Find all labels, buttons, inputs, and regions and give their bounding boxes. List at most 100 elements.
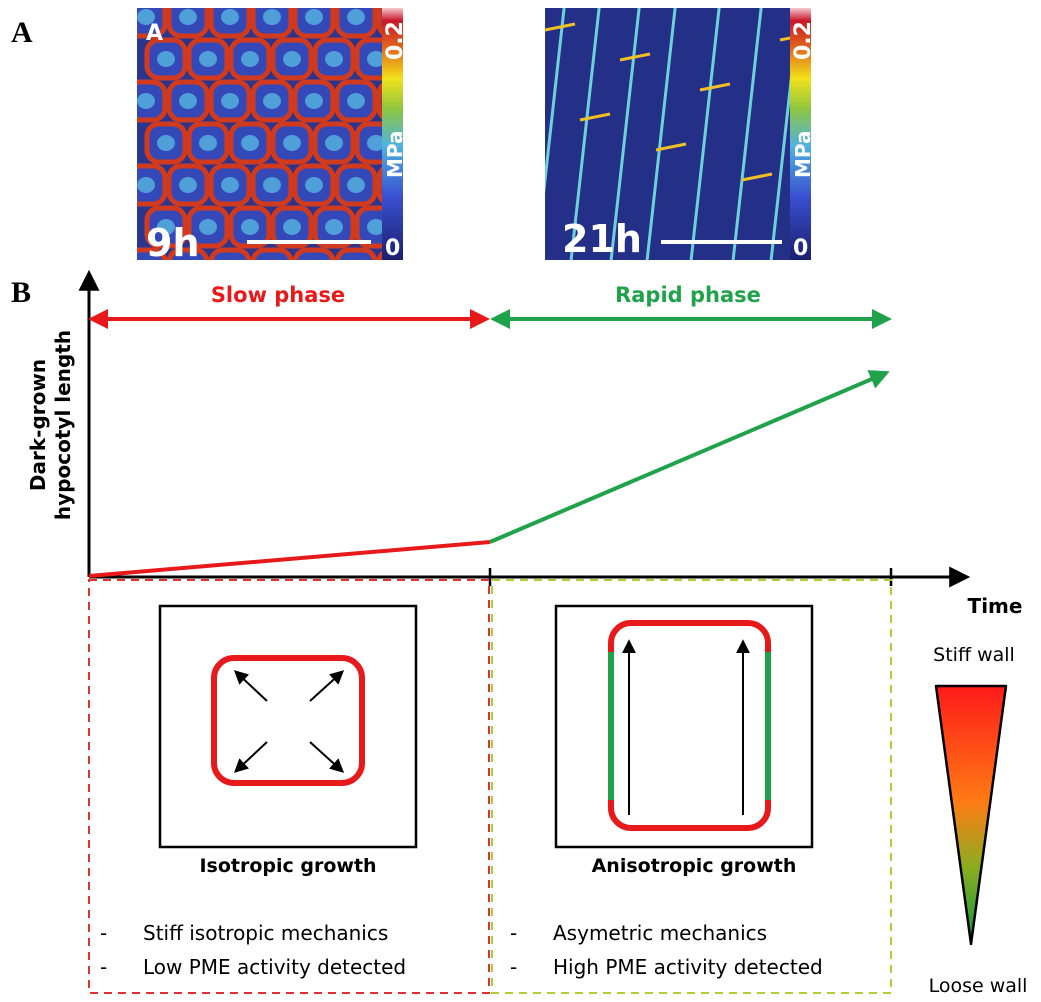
map-21h-time-label: 21h <box>562 217 642 261</box>
isotropic-notes: - Stiff isotropic mechanics - Low PME ac… <box>100 921 406 979</box>
cell-interior <box>221 9 239 25</box>
growth-plot: Dark-grown hypocotyl length Time Slow ph… <box>26 269 1023 618</box>
cell-interior <box>347 261 365 277</box>
colorbar-9h-min: 0 <box>385 236 400 261</box>
stiff-wall-label: Stiff wall <box>933 644 1015 666</box>
cell-interior <box>283 135 301 151</box>
map-9h-inset-letter: A <box>146 21 163 46</box>
cell-interior <box>179 177 197 193</box>
cell <box>376 166 382 204</box>
cell-wall-cross <box>779 36 790 42</box>
cell-interior <box>221 93 239 109</box>
isotropic-bullet-1: Stiff isotropic mechanics <box>143 921 388 945</box>
cell-interior <box>367 219 382 235</box>
isotropic-frame <box>158 604 418 849</box>
anisotropic-bullet-1: Asymetric mechanics <box>553 921 767 945</box>
cell-interior <box>367 135 382 151</box>
anisotropic-caption: Anisotropic growth <box>592 855 797 877</box>
cell-wall-cross <box>655 142 687 152</box>
cell <box>208 247 252 260</box>
anisotropic-notes: - Asymetric mechanics - High PME activit… <box>510 921 823 979</box>
cell-wall-long <box>769 76 790 260</box>
cell-interior <box>409 219 427 235</box>
cell-interior <box>241 51 259 67</box>
isotropic-bullet-2: Low PME activity detected <box>143 955 406 979</box>
cell-interior <box>263 93 281 109</box>
isotropic-cell-wall <box>211 655 365 786</box>
cell-wall-long <box>731 8 763 260</box>
cell-interior <box>305 177 323 193</box>
cell <box>292 247 336 260</box>
cell-interior <box>179 9 197 25</box>
cell-wall-long <box>545 8 566 194</box>
anisotropic-frame <box>554 604 814 849</box>
cell-wall-cross <box>545 22 576 32</box>
cell-interior <box>347 93 365 109</box>
anisotropic-bullet-dash-2: - <box>510 955 517 979</box>
cell-interior <box>325 51 343 67</box>
isotropic-arrow-down-right <box>309 741 345 773</box>
cell-interior <box>283 219 301 235</box>
cell-interior <box>157 135 175 151</box>
isotropic-bullet-dash-1: - <box>100 921 107 945</box>
mpa-colorbar-9h <box>382 8 403 260</box>
cell-interior <box>199 219 217 235</box>
cell-interior <box>263 9 281 25</box>
cell-wall-cross <box>579 112 611 122</box>
cell-interior <box>241 219 259 235</box>
loose-wall-label: Loose wall <box>929 975 1028 997</box>
x-axis-label: Time <box>968 594 1023 618</box>
cell-interior <box>283 51 301 67</box>
colorbar-21h-max: 0.2 <box>791 21 816 60</box>
cell-interior <box>157 51 175 67</box>
cell-interior <box>389 261 407 277</box>
cell-interior <box>221 177 239 193</box>
slow-phase-label: Slow phase <box>211 283 345 307</box>
isotropic-arrow-up-left <box>233 670 268 702</box>
y-axis-label-line2: hypocotyl length <box>51 330 75 520</box>
cell-walls-9h <box>137 8 427 277</box>
cell-interior <box>305 261 323 277</box>
y-axis-label-line1: Dark-grown <box>26 359 50 491</box>
cell-interior <box>305 9 323 25</box>
colorbar-21h-unit: MPa <box>791 130 815 178</box>
colorbar-9h-unit: MPa <box>383 130 407 178</box>
slow-growth-line <box>88 540 491 578</box>
panel-b-letter: B <box>11 276 32 309</box>
cell <box>376 8 382 36</box>
anisotropic-bullet-2: High PME activity detected <box>553 955 823 979</box>
cell-interior <box>367 51 382 67</box>
colorbar-9h-max: 0.2 <box>383 21 408 60</box>
cell-wall-cross <box>699 82 731 92</box>
map-9h-time-label: 9h <box>146 221 200 265</box>
cell-interior <box>409 135 427 151</box>
cell <box>376 250 382 260</box>
cell-interior <box>241 135 259 151</box>
cell <box>376 82 382 120</box>
stiffness-map-21h: 21h 0.2 MPa 0 <box>545 8 816 261</box>
anisotropic-bullet-dash-1: - <box>510 921 517 945</box>
cell-interior <box>305 93 323 109</box>
cell-interior <box>347 9 365 25</box>
cell-wall-long <box>645 8 677 260</box>
wall-stiffness-legend: Stiff wall Loose wall <box>929 644 1028 997</box>
cell-interior <box>137 93 155 109</box>
isotropic-arrow-up-right <box>309 670 345 702</box>
cell-interior <box>137 9 155 25</box>
isotropic-growth-diagram: Isotropic growth <box>158 604 418 877</box>
colorbar-21h-min: 0 <box>793 236 808 261</box>
isotropic-caption: Isotropic growth <box>199 855 376 877</box>
cell-wall-long <box>689 8 721 260</box>
cell <box>334 247 378 260</box>
cell-wall-cross <box>741 172 773 182</box>
cell-interior <box>263 177 281 193</box>
panel-a-letter: A <box>11 16 33 49</box>
isotropic-bullet-dash-2: - <box>100 955 107 979</box>
wall-stiffness-triangle <box>934 684 1008 946</box>
cell-interior <box>157 219 175 235</box>
cell-interior <box>199 135 217 151</box>
cell-interior <box>325 219 343 235</box>
isotropic-arrow-down-left <box>233 741 268 773</box>
mpa-colorbar-21h <box>790 8 811 260</box>
